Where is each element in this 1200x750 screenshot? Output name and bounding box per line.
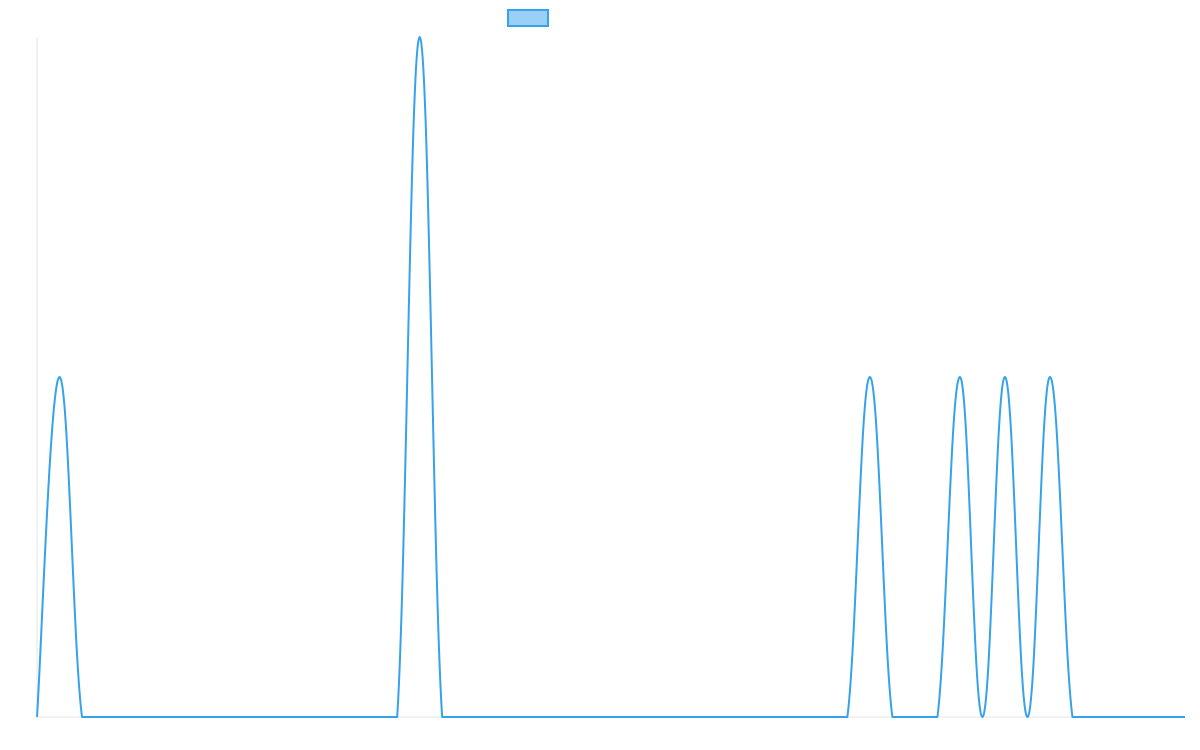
series-line — [36, 36, 1185, 719]
chart-legend[interactable] — [507, 9, 549, 27]
legend-swatch[interactable] — [507, 9, 549, 27]
chart-axes — [36, 37, 1185, 718]
chart-plot-area — [36, 36, 1185, 719]
